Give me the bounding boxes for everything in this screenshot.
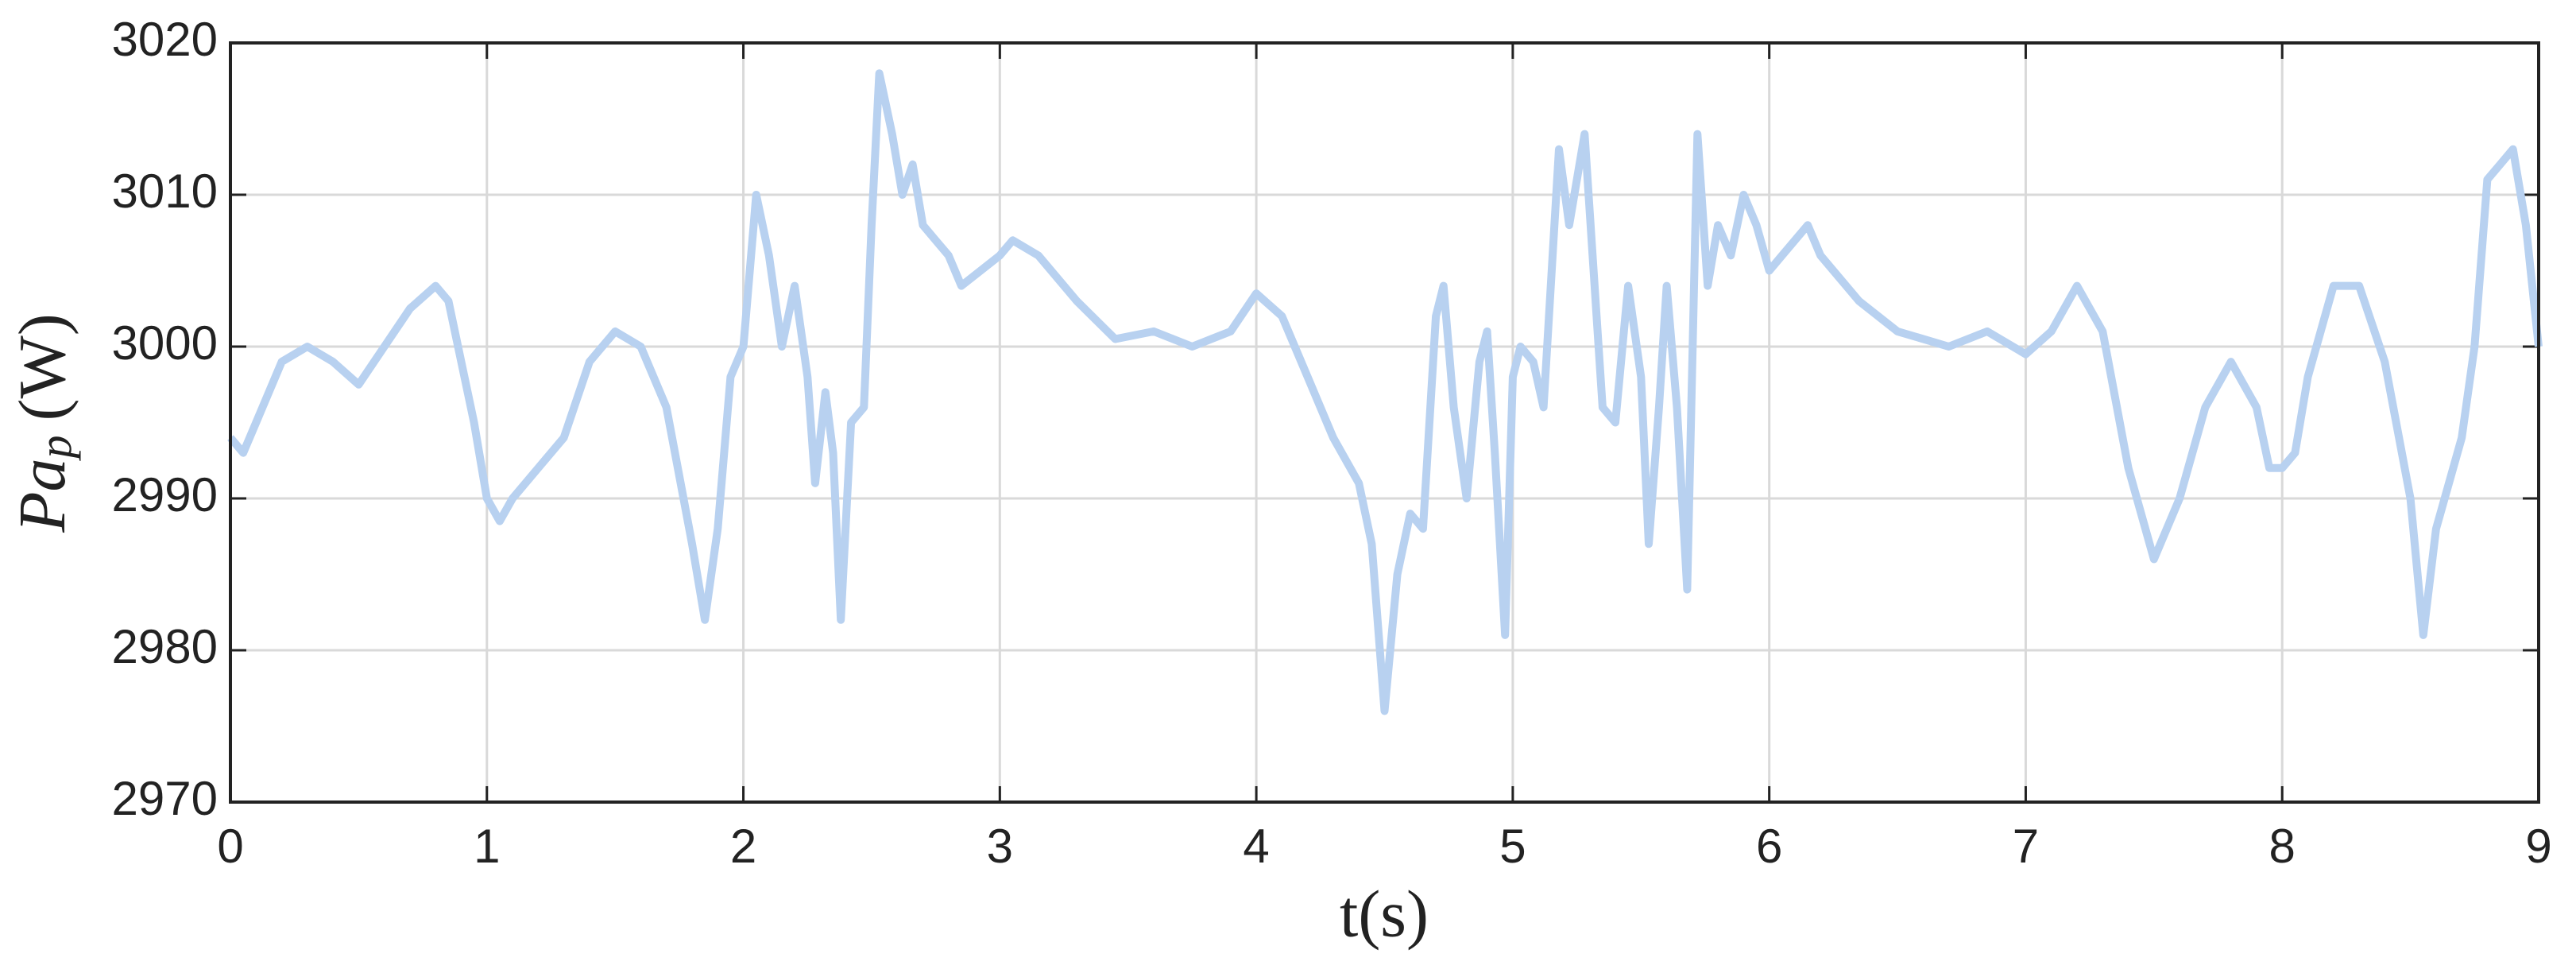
y-label-sub: p (29, 435, 81, 461)
x-tick-label: 3 (987, 820, 1013, 873)
y-tick-label: 3000 (112, 316, 218, 370)
x-tick-label: 5 (1499, 820, 1526, 873)
y-tick-label: 2980 (112, 620, 218, 673)
x-tick-label: 9 (2525, 820, 2551, 873)
y-label-unit: (W) (6, 313, 79, 421)
x-tick-label: 0 (217, 820, 243, 873)
x-tick-label: 2 (730, 820, 756, 873)
x-tick-label: 1 (474, 820, 500, 873)
y-tick-label: 3010 (112, 165, 218, 218)
plot-frame (229, 41, 2540, 804)
x-tick-label: 6 (1756, 820, 1782, 873)
y-tick-label: 2970 (112, 772, 218, 825)
x-tick-label: 8 (2269, 820, 2296, 873)
y-axis-label: Pap (W) (6, 313, 81, 533)
line-series (227, 69, 2543, 715)
x-tick-label: 4 (1243, 820, 1269, 873)
y-label-main: Pa (6, 458, 79, 533)
x-tick-label: 7 (2013, 820, 2039, 873)
y-tick-label: 2990 (112, 468, 218, 521)
y-tick-label: 3020 (112, 13, 218, 66)
x-axis-label: t(s) (1340, 877, 1429, 951)
